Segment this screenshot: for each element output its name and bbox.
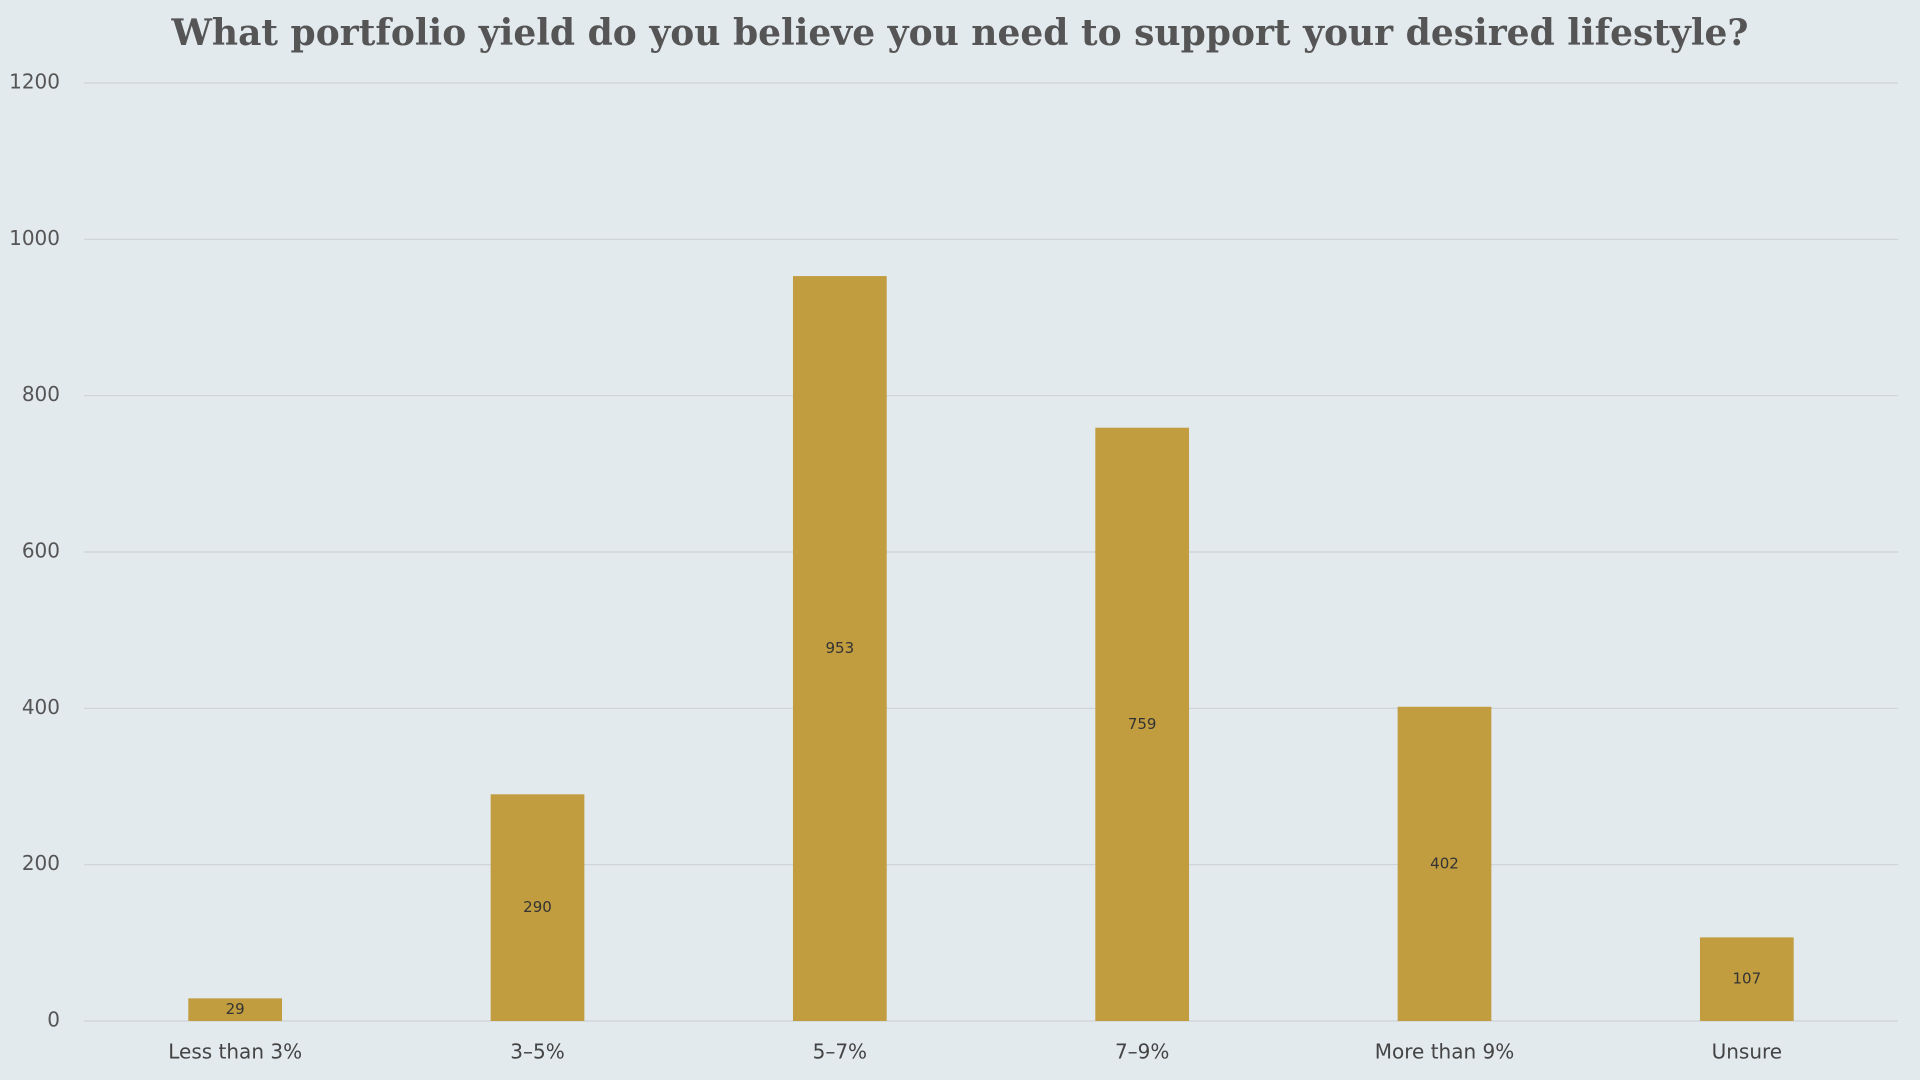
y-tick-label: 200: [22, 851, 60, 875]
y-tick-label: 600: [22, 539, 60, 563]
x-tick-label: 5–7%: [813, 1040, 867, 1064]
y-tick-label: 0: [47, 1008, 60, 1032]
bar: [490, 794, 585, 1021]
bar: [792, 276, 887, 1021]
y-tick-label: 1200: [9, 70, 60, 94]
value-label: 953: [826, 639, 855, 657]
x-tick-label: 3–5%: [510, 1040, 564, 1064]
value-label: 402: [1430, 854, 1459, 872]
chart-title: What portfolio yield do you believe you …: [170, 12, 1748, 54]
x-tick-label: Unsure: [1712, 1040, 1783, 1064]
y-tick-label: 400: [22, 695, 60, 719]
bar: [1699, 937, 1794, 1021]
x-tick-label: 7–9%: [1115, 1040, 1169, 1064]
bar: [188, 998, 283, 1021]
x-tick-label: More than 9%: [1375, 1040, 1514, 1064]
bar: [1095, 427, 1190, 1022]
y-tick-label: 1000: [9, 226, 60, 250]
value-label: 290: [523, 898, 552, 916]
x-tick-label: Less than 3%: [168, 1040, 302, 1064]
value-label: 107: [1733, 970, 1762, 988]
value-label: 759: [1128, 715, 1157, 733]
value-label: 29: [226, 1000, 245, 1018]
bar: [1397, 706, 1492, 1021]
y-tick-label: 800: [22, 382, 60, 406]
